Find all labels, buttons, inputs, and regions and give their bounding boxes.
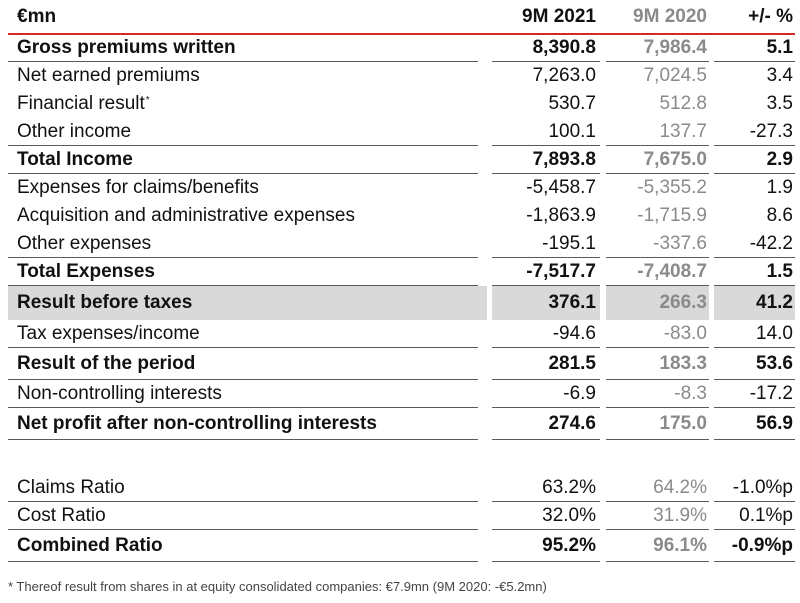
value-2021: -195.1 — [542, 233, 596, 254]
value-2020: 175.0 — [659, 413, 707, 434]
table-row: Net earned premiums 7,263.0 7,024.5 3.4 — [8, 62, 800, 90]
value-2020: 266.3 — [606, 286, 709, 320]
value-change: 14.0 — [756, 323, 793, 344]
value-2021: -1,863.9 — [526, 205, 596, 226]
value-change: 5.1 — [766, 37, 793, 58]
ratio-2020: 64.2% — [653, 477, 707, 498]
row-label: Total Expenses — [17, 261, 155, 282]
value-change: 56.9 — [756, 413, 793, 434]
value-2020: -337.6 — [653, 233, 707, 254]
ratio-2021: 63.2% — [542, 477, 596, 498]
ratio-label: Combined Ratio — [17, 535, 163, 556]
value-2021: 7,893.8 — [532, 149, 596, 170]
ratio-2020: 96.1% — [653, 535, 707, 556]
ratio-change: -0.9%p — [731, 535, 793, 556]
value-2020: 183.3 — [659, 353, 707, 374]
ratio-row: Cost Ratio 32.0% 31.9% 0.1%p — [8, 502, 800, 530]
value-2021: 274.6 — [548, 413, 596, 434]
ratio-label: Cost Ratio — [17, 505, 106, 526]
value-2020: -1,715.9 — [637, 205, 707, 226]
ratio-change: 0.1%p — [739, 505, 793, 526]
value-change: 1.5 — [766, 261, 793, 282]
value-2020: -7,408.7 — [637, 261, 707, 282]
value-2021: -6.9 — [563, 383, 596, 404]
value-2021: -94.6 — [552, 323, 596, 344]
table-row: Non-controlling interests -6.9 -8.3 -17.… — [8, 380, 800, 408]
value-2020: 512.8 — [659, 93, 707, 114]
value-2021: 7,263.0 — [532, 65, 596, 86]
table-row: Acquisition and administrative expenses … — [8, 202, 800, 230]
table-row: Gross premiums written 8,390.8 7,986.4 5… — [8, 34, 800, 62]
row-label: Result before taxes — [8, 286, 487, 320]
table-row-highlighted: Result before taxes 376.1 266.3 41.2 — [8, 286, 800, 320]
table-row: Net profit after non-controlling interes… — [8, 408, 800, 440]
ratio-2020: 31.9% — [653, 505, 707, 526]
value-2021: -7,517.7 — [526, 261, 596, 282]
value-change: -17.2 — [749, 383, 793, 404]
table-row: Result of the period 281.5 183.3 53.6 — [8, 348, 800, 380]
row-label: Net profit after non-controlling interes… — [17, 413, 377, 434]
header-red-rule — [8, 33, 795, 35]
header-change-percent: +/- % — [748, 6, 793, 27]
ratio-2021: 32.0% — [542, 505, 596, 526]
row-label: Other expenses — [17, 233, 152, 254]
value-2020: -83.0 — [663, 323, 707, 344]
table-row: Expenses for claims/benefits -5,458.7 -5… — [8, 174, 800, 202]
value-2021: 281.5 — [548, 353, 596, 374]
value-change: 1.9 — [766, 177, 793, 198]
value-change: 41.2 — [714, 286, 795, 320]
row-label: Other income — [17, 121, 132, 142]
row-label: Result of the period — [17, 353, 196, 374]
table-row: Total Income 7,893.8 7,675.0 2.9 — [8, 146, 800, 174]
row-label: Non-controlling interests — [17, 383, 222, 404]
row-label: Total Income — [17, 149, 133, 170]
value-2020: -5,355.2 — [637, 177, 707, 198]
value-2020: 7,024.5 — [643, 65, 707, 86]
value-2020: 7,675.0 — [643, 149, 707, 170]
value-2020: 137.7 — [659, 121, 707, 142]
value-2020: -8.3 — [674, 383, 707, 404]
value-2021: 8,390.8 — [532, 37, 596, 58]
table-header: €mn 9M 2021 9M 2020 +/- % — [8, 0, 800, 35]
ratio-label: Claims Ratio — [17, 477, 125, 498]
value-change: 3.5 — [766, 93, 793, 114]
row-label: Net earned premiums — [17, 65, 200, 86]
header-9m-2020: 9M 2020 — [633, 6, 707, 27]
ratio-2021: 95.2% — [542, 535, 596, 556]
row-label: Gross premiums written — [17, 37, 236, 58]
ratio-row: Claims Ratio 63.2% 64.2% -1.0%p — [8, 474, 800, 502]
footnote-marker: * — [145, 94, 150, 106]
value-2021: 100.1 — [548, 121, 596, 142]
table-row: Tax expenses/income -94.6 -83.0 14.0 — [8, 320, 800, 348]
value-change: 3.4 — [766, 65, 793, 86]
value-2021: -5,458.7 — [526, 177, 596, 198]
ratio-change: -1.0%p — [732, 477, 793, 498]
value-2020: 7,986.4 — [643, 37, 707, 58]
row-label: Acquisition and administrative expenses — [17, 205, 355, 226]
value-change: -27.3 — [749, 121, 793, 142]
table-row: Other income 100.1 137.7 -27.3 — [8, 118, 800, 146]
value-change: 2.9 — [766, 149, 793, 170]
header-9m-2021: 9M 2021 — [522, 6, 596, 27]
ratio-row: Combined Ratio 95.2% 96.1% -0.9%p — [8, 530, 800, 562]
table-row: Financial result * 530.7 512.8 3.5 — [8, 90, 800, 118]
footnote: * Thereof result from shares in at equit… — [8, 579, 547, 594]
value-change: 53.6 — [756, 353, 793, 374]
section-gap — [8, 440, 800, 474]
value-change: -42.2 — [749, 233, 793, 254]
income-statement-table: €mn 9M 2021 9M 2020 +/- % Gross premiums… — [8, 0, 800, 562]
table-row: Other expenses -195.1 -337.6 -42.2 — [8, 230, 800, 258]
row-label: Tax expenses/income — [17, 323, 200, 344]
header-unit-label: €mn — [17, 6, 57, 27]
table-row: Total Expenses -7,517.7 -7,408.7 1.5 — [8, 258, 800, 286]
row-label: Expenses for claims/benefits — [17, 177, 259, 198]
value-change: 8.6 — [766, 205, 793, 226]
value-2021: 530.7 — [548, 93, 596, 114]
row-label: Financial result * — [17, 93, 150, 114]
value-2021: 376.1 — [492, 286, 600, 320]
